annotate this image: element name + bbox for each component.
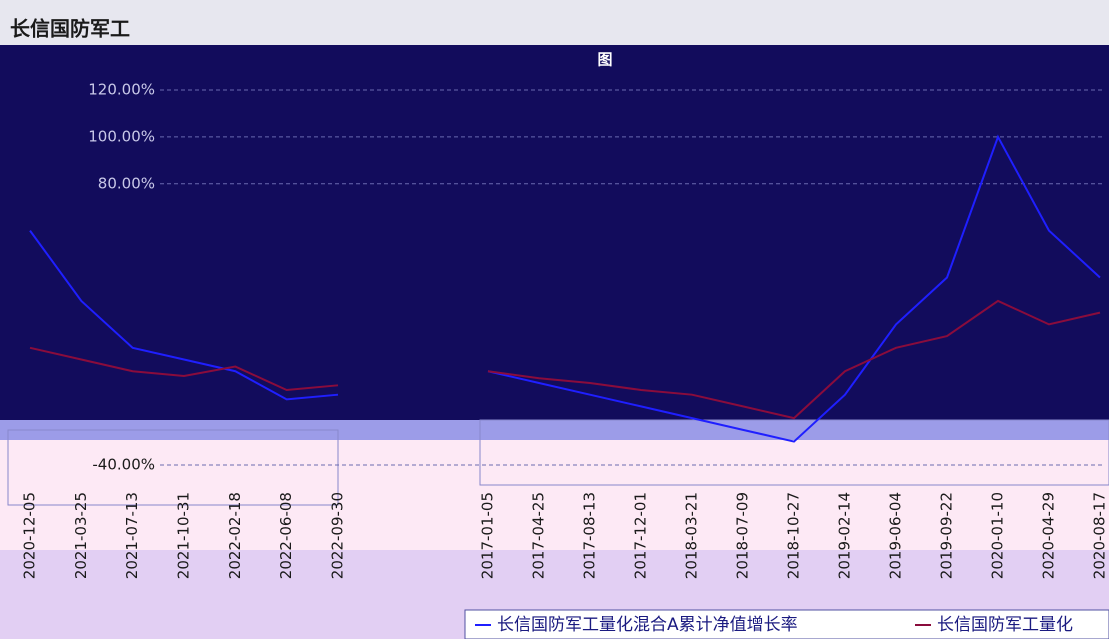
y-tick-label: 80.00%: [98, 174, 155, 192]
series-line: [487, 299, 1101, 420]
x-tick-label: 2017-12-01: [632, 492, 650, 579]
x-tick-label: 2018-03-21: [683, 492, 701, 579]
chart-subtitle: 图: [597, 51, 612, 69]
series-line: [29, 346, 339, 392]
x-tick-label: 2018-10-27: [785, 492, 803, 579]
plot-band: [0, 440, 1109, 550]
x-tick-label: 2021-07-13: [123, 492, 141, 579]
x-tick-label: 2020-08-17: [1091, 492, 1109, 579]
x-tick-label: 2022-09-30: [329, 492, 347, 579]
title-band: [0, 0, 1109, 45]
right-frame: [479, 419, 1109, 486]
x-tick-label: 2022-06-08: [277, 492, 295, 579]
y-tick-label: 120.00%: [88, 81, 155, 99]
x-tick-label: 2017-04-25: [530, 492, 548, 579]
x-tick-label: 2017-01-05: [479, 492, 497, 579]
x-tick-label: 2019-09-22: [938, 492, 956, 579]
legend-label: 长信国防军工量化: [937, 615, 1073, 635]
legend-box: [464, 609, 1109, 639]
x-tick-label: 2019-02-14: [836, 492, 854, 579]
x-tick-label: 2022-02-18: [226, 492, 244, 579]
x-tick-label: 2017-08-13: [581, 492, 599, 579]
dark-area: [0, 0, 1109, 420]
x-tick-label: 2018-07-09: [734, 492, 752, 579]
legend-label: 长信国防军工量化混合A累计净值增长率: [497, 615, 798, 635]
x-tick-label: 2020-12-05: [21, 492, 39, 579]
x-tick-label: 2021-03-25: [72, 492, 90, 579]
series-line: [29, 230, 339, 401]
chart-title: 长信国防军工: [10, 17, 130, 41]
x-tick-label: 2019-06-04: [887, 492, 905, 579]
y-tick-label: -40.00%: [92, 456, 155, 474]
series-line: [487, 134, 1101, 443]
x-tick-label: 2021-10-31: [175, 492, 193, 579]
left-frame: [7, 429, 339, 506]
x-tick-label: 2020-04-29: [1040, 492, 1058, 579]
y-tick-label: 100.00%: [88, 127, 155, 145]
x-tick-label: 2020-01-10: [989, 492, 1007, 579]
